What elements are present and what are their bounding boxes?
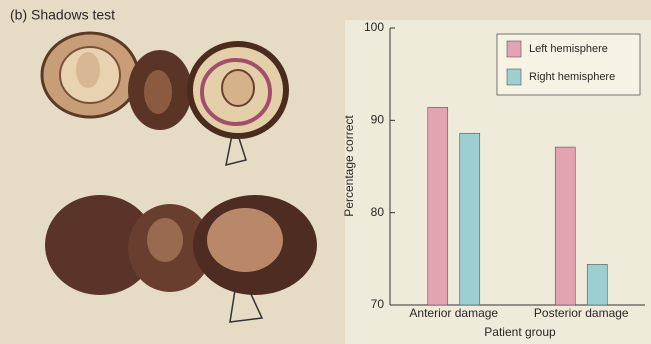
illustration-shape — [147, 218, 183, 262]
bar — [587, 264, 607, 305]
y-axis-label: Percentage correct — [342, 115, 356, 217]
bar — [460, 133, 480, 305]
illustration-shape — [144, 70, 172, 114]
y-tick-label: 80 — [371, 205, 385, 219]
illustration-shape — [222, 70, 254, 106]
legend-label: Right hemisphere — [529, 71, 615, 83]
y-tick-label: 100 — [364, 20, 384, 34]
legend-swatch — [507, 69, 521, 85]
y-tick-label: 90 — [371, 113, 385, 127]
legend-label: Left hemisphere — [529, 43, 608, 55]
figure: (b) Shadows test Percentage correct Pati… — [0, 0, 651, 344]
x-tick-label: Posterior damage — [534, 306, 629, 320]
y-tick-label: 70 — [371, 297, 385, 311]
illustration-shape — [207, 208, 283, 272]
legend-swatch — [507, 41, 521, 57]
x-axis-label: Patient group — [484, 325, 556, 339]
x-tick-label: Anterior damage — [409, 306, 498, 320]
bar — [428, 107, 448, 305]
bar — [555, 147, 575, 305]
illustration-shape — [76, 52, 100, 88]
panel-title: (b) Shadows test — [10, 7, 115, 23]
